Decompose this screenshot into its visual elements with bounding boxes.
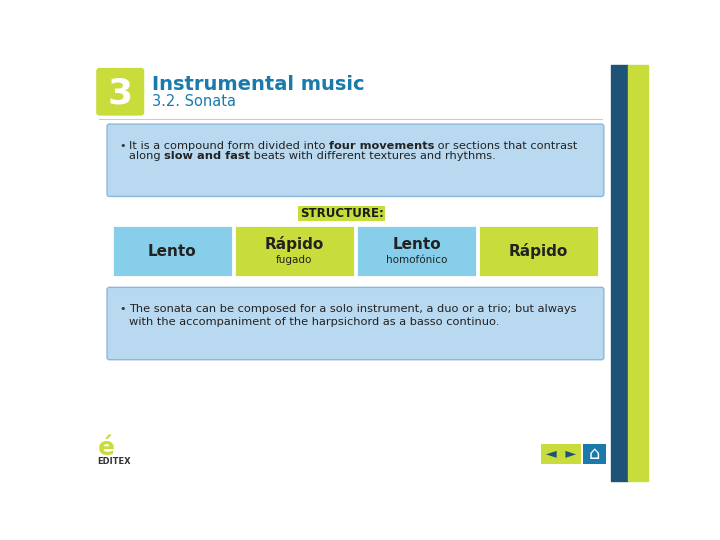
Text: or sections that contrast: or sections that contrast xyxy=(434,141,577,151)
Bar xyxy=(356,225,477,278)
Bar xyxy=(541,444,581,464)
Bar xyxy=(583,444,606,464)
FancyBboxPatch shape xyxy=(107,124,604,197)
Text: slow and fast: slow and fast xyxy=(164,151,250,161)
Text: Rápido: Rápido xyxy=(265,236,324,252)
Text: Instrumental music: Instrumental music xyxy=(152,75,364,94)
Text: ⌂: ⌂ xyxy=(589,444,600,463)
Text: 3.2. Sonata: 3.2. Sonata xyxy=(152,94,236,109)
FancyBboxPatch shape xyxy=(107,287,604,360)
Bar xyxy=(628,65,648,481)
Text: It is a compound form divided into: It is a compound form divided into xyxy=(129,141,329,151)
Text: 3: 3 xyxy=(108,76,132,110)
Bar xyxy=(611,65,628,481)
Text: EDITEX: EDITEX xyxy=(98,457,131,467)
Text: with the accompaniment of the harpsichord as a basso continuo.: with the accompaniment of the harpsichor… xyxy=(129,318,499,327)
Text: beats with different textures and rhythms.: beats with different textures and rhythm… xyxy=(250,151,496,161)
Text: STRUCTURE:: STRUCTURE: xyxy=(300,207,384,220)
FancyBboxPatch shape xyxy=(299,206,385,221)
Bar xyxy=(112,225,233,278)
Text: é: é xyxy=(98,436,114,460)
Text: homofónico: homofónico xyxy=(386,255,447,265)
Text: •: • xyxy=(120,141,126,151)
Text: Lento: Lento xyxy=(148,244,197,259)
Text: •: • xyxy=(120,304,126,314)
Text: The sonata can be composed for a solo instrument, a duo or a trio; but always: The sonata can be composed for a solo in… xyxy=(129,304,576,314)
Text: ◄  ►: ◄ ► xyxy=(546,447,576,461)
Text: Rápido: Rápido xyxy=(509,243,568,259)
Text: along: along xyxy=(129,151,164,161)
Text: Lento: Lento xyxy=(392,237,441,252)
Bar xyxy=(478,225,599,278)
Text: fugado: fugado xyxy=(276,255,312,265)
Text: four movements: four movements xyxy=(329,141,434,151)
FancyBboxPatch shape xyxy=(96,433,135,467)
Bar xyxy=(234,225,355,278)
FancyBboxPatch shape xyxy=(96,68,144,116)
